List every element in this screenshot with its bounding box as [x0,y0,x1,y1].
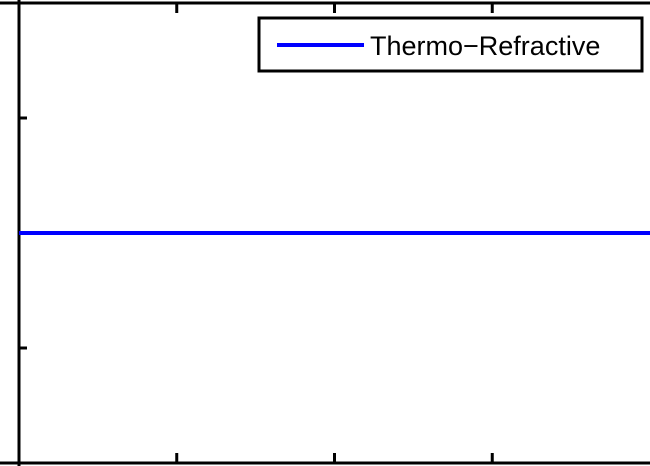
legend: Thermo−Refractive [257,16,644,73]
legend-label: Thermo−Refractive [370,31,600,61]
axis-ticks [19,3,494,463]
